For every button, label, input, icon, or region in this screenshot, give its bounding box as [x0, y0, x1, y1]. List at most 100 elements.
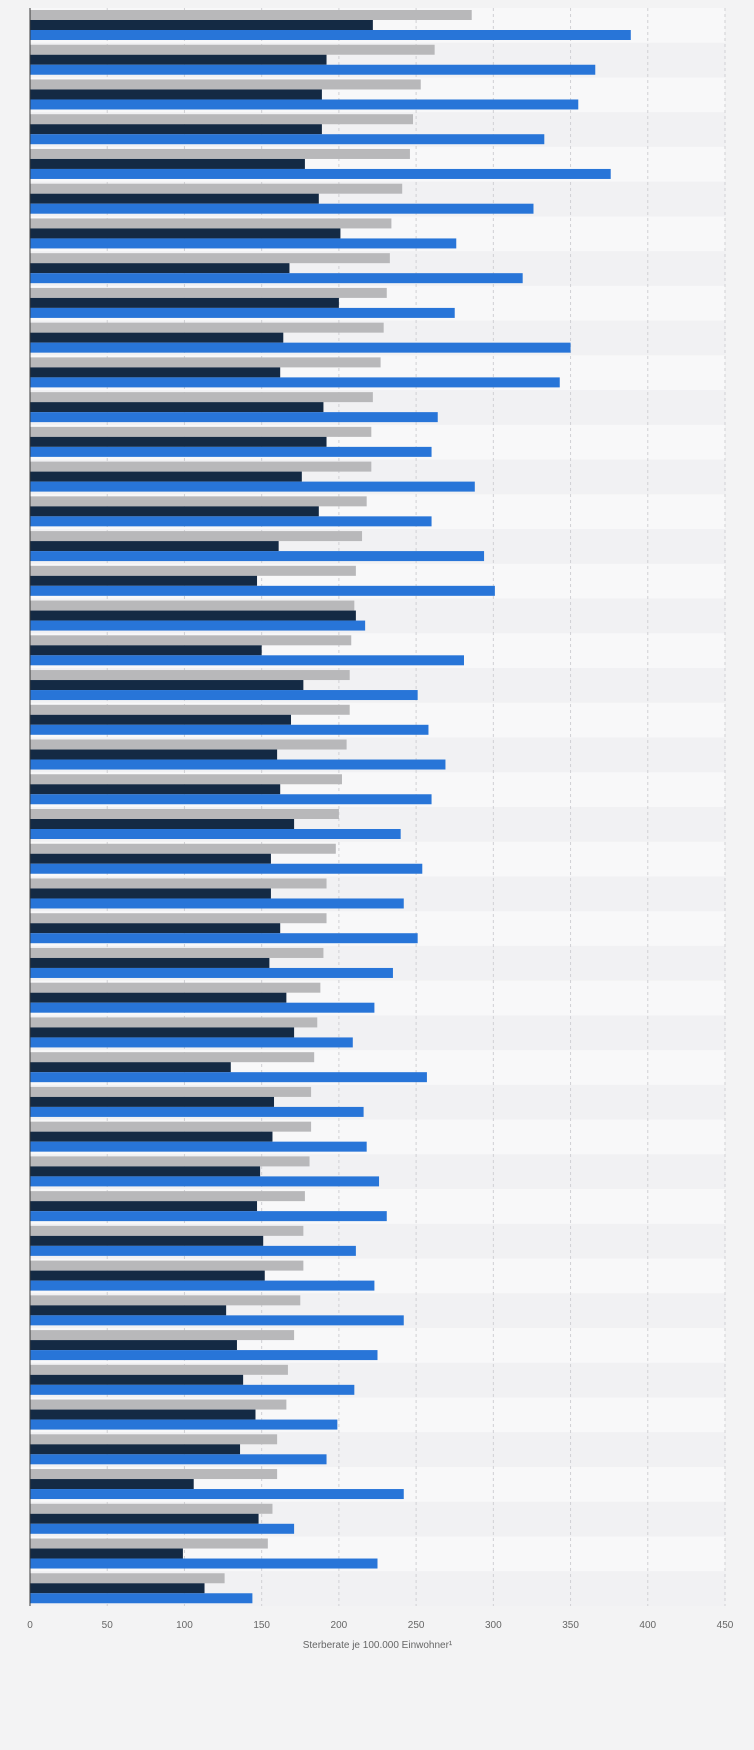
bar-series-3 — [30, 759, 446, 770]
bar-series-2 — [30, 1374, 244, 1385]
bar-series-3 — [30, 1280, 375, 1291]
bar-series-3 — [30, 551, 485, 562]
bar-series-3 — [30, 967, 393, 978]
bar-series-3 — [30, 1558, 378, 1569]
bar-series-3 — [30, 898, 404, 909]
bars — [30, 10, 631, 1604]
x-tick-label: 200 — [331, 1620, 348, 1631]
bar-series-1 — [30, 1260, 304, 1271]
bar-series-3 — [30, 690, 418, 701]
bar-series-3 — [30, 64, 596, 75]
bar-series-1 — [30, 1017, 318, 1028]
bar-series-3 — [30, 829, 401, 839]
bar-series-3 — [30, 933, 418, 944]
bar-series-3 — [30, 1106, 364, 1117]
bar-series-2 — [30, 54, 327, 65]
bar-series-1 — [30, 913, 327, 924]
bar-series-3 — [30, 273, 523, 284]
bar-series-2 — [30, 263, 290, 274]
bar-series-2 — [30, 784, 281, 795]
bar-series-2 — [30, 228, 341, 239]
bar-series-1 — [30, 565, 356, 576]
bar-series-1 — [30, 322, 384, 333]
bar-series-2 — [30, 645, 262, 656]
bar-series-1 — [30, 1330, 295, 1341]
bar-series-2 — [30, 1166, 261, 1177]
bar-series-2 — [30, 992, 287, 1003]
bar-series-3 — [30, 1489, 404, 1500]
bar-series-2 — [30, 888, 271, 899]
bar-series-1 — [30, 1538, 268, 1549]
bar-series-1 — [30, 1052, 315, 1063]
bar-series-3 — [30, 203, 534, 214]
bar-series-3 — [30, 1211, 387, 1222]
x-tick-label: 400 — [639, 1620, 656, 1631]
bar-series-2 — [30, 1235, 264, 1246]
x-tick-label: 100 — [176, 1620, 193, 1631]
bar-series-3 — [30, 446, 432, 457]
bar-series-1 — [30, 600, 355, 611]
bar-series-1 — [30, 496, 367, 507]
bar-series-1 — [30, 426, 372, 437]
bar-series-1 — [30, 1434, 278, 1445]
bar-series-3 — [30, 30, 631, 40]
bar-series-1 — [30, 1225, 304, 1236]
bar-series-1 — [30, 843, 336, 854]
bar-series-2 — [30, 297, 339, 308]
bar-series-3 — [30, 1454, 327, 1465]
bar-series-2 — [30, 1027, 295, 1038]
bar-series-3 — [30, 99, 579, 110]
bar-series-1 — [30, 218, 392, 229]
x-tick-label: 150 — [253, 1620, 270, 1631]
bar-series-1 — [30, 357, 381, 368]
bar-series-1 — [30, 1399, 287, 1410]
bar-series-1 — [30, 1191, 305, 1202]
bar-series-2 — [30, 714, 292, 725]
x-tick-label: 300 — [485, 1620, 502, 1631]
bar-series-2 — [30, 506, 319, 517]
bar-series-3 — [30, 794, 432, 805]
bar-series-2 — [30, 158, 305, 169]
bar-series-3 — [30, 724, 429, 735]
bar-series-1 — [30, 79, 421, 90]
bar-series-2 — [30, 471, 302, 482]
bar-series-3 — [30, 342, 571, 353]
bar-series-2 — [30, 20, 373, 30]
bar-series-1 — [30, 1364, 288, 1375]
bar-series-3 — [30, 620, 366, 631]
bar-series-1 — [30, 287, 387, 298]
bar-series-1 — [30, 392, 373, 403]
bar-series-2 — [30, 193, 319, 204]
x-tick-label: 250 — [408, 1620, 425, 1631]
bar-series-3 — [30, 1002, 375, 1013]
bar-series-1 — [30, 739, 347, 750]
x-tick-label: 450 — [717, 1620, 734, 1631]
bar-series-1 — [30, 1121, 312, 1132]
bar-series-3 — [30, 1176, 380, 1187]
bar-series-3 — [30, 1245, 356, 1256]
bar-series-1 — [30, 1156, 310, 1167]
bar-series-3 — [30, 1593, 253, 1604]
bar-series-2 — [30, 402, 324, 413]
bar-series-3 — [30, 1141, 367, 1152]
bar-series-3 — [30, 412, 438, 423]
x-tick-label: 0 — [27, 1620, 33, 1631]
bar-series-1 — [30, 670, 350, 681]
bar-series-1 — [30, 947, 324, 958]
bar-series-1 — [30, 878, 327, 889]
bar-series-2 — [30, 1096, 275, 1107]
bar-series-1 — [30, 1503, 273, 1514]
bar-series-3 — [30, 1523, 295, 1534]
bar-series-1 — [30, 982, 321, 993]
bar-series-2 — [30, 819, 295, 829]
bar-series-1 — [30, 635, 352, 646]
bar-series-1 — [30, 183, 403, 194]
bar-series-3 — [30, 1072, 427, 1083]
bar-series-3 — [30, 655, 464, 666]
bar-series-1 — [30, 704, 350, 715]
bar-series-2 — [30, 610, 356, 621]
x-tick-label: 50 — [102, 1620, 114, 1631]
bar-series-2 — [30, 1201, 258, 1212]
bar-series-2 — [30, 436, 327, 447]
